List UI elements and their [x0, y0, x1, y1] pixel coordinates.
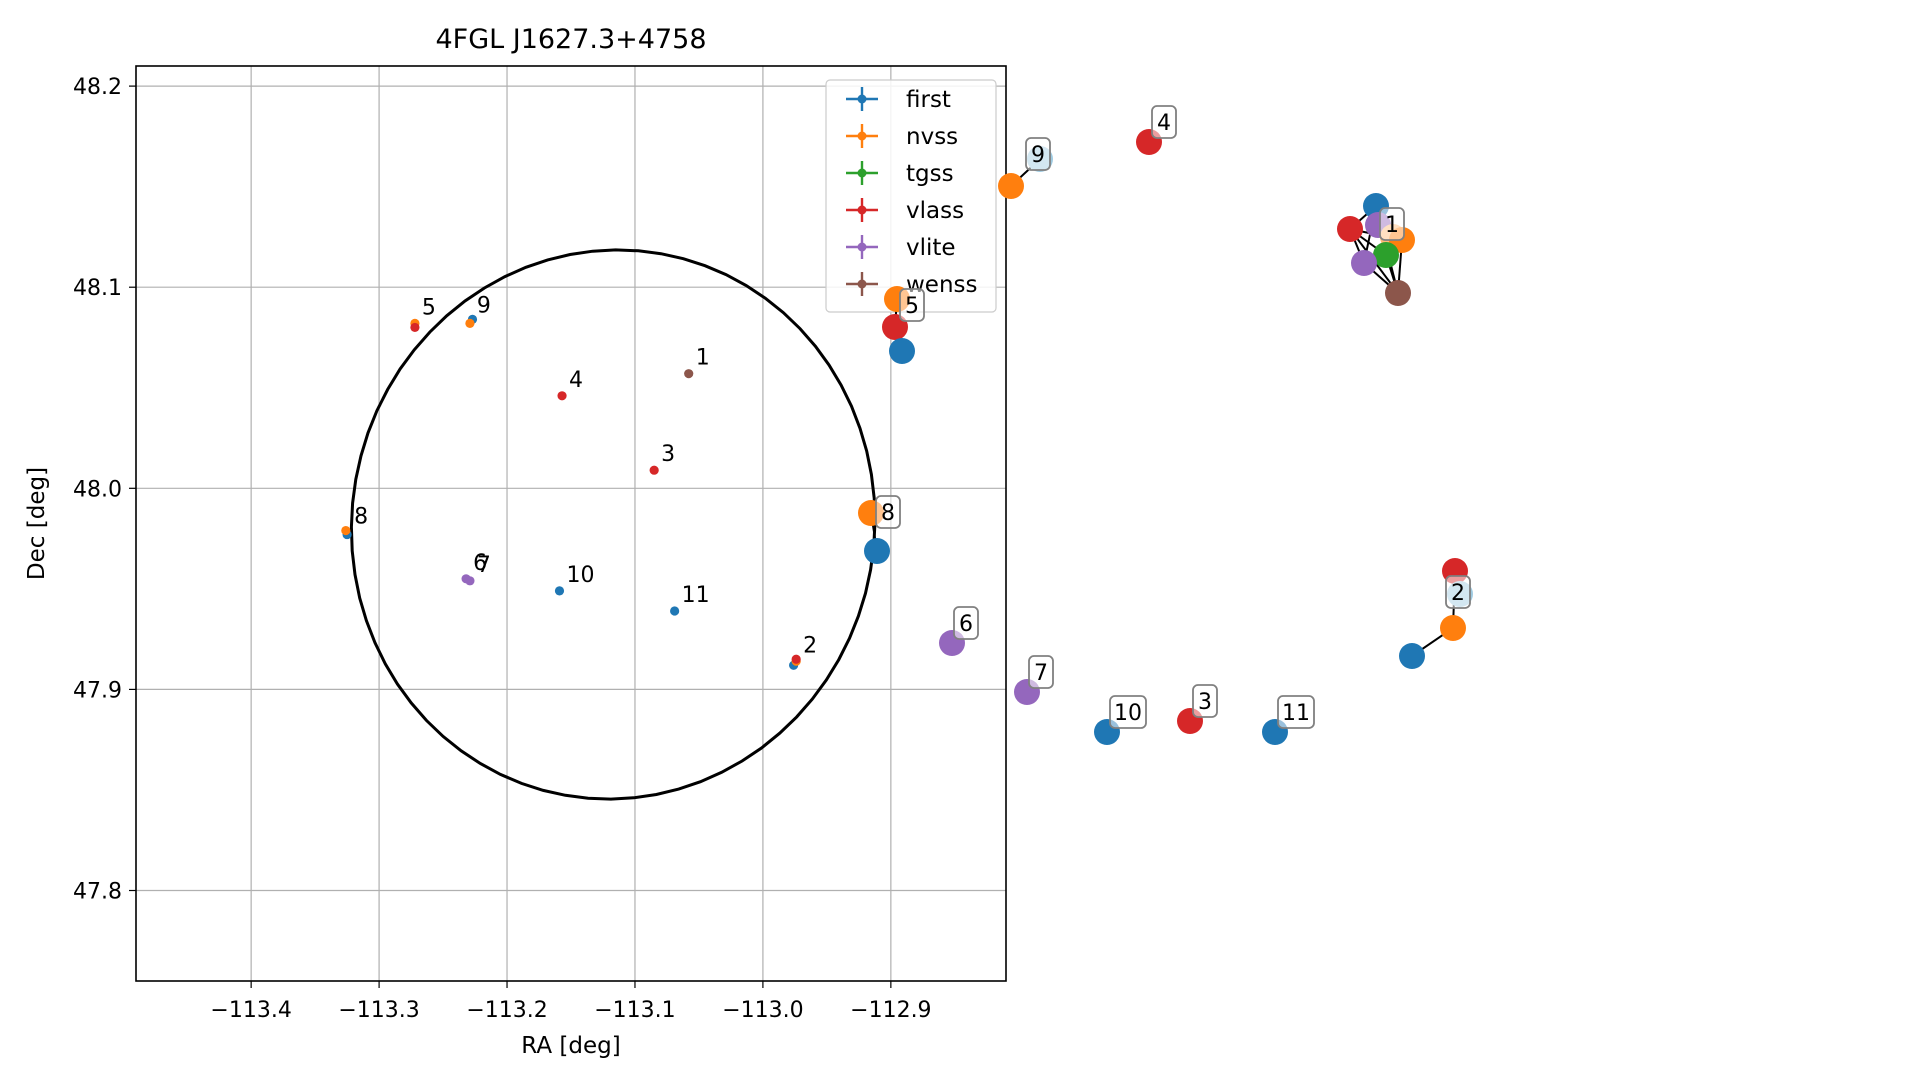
- graph-label-box: [1192, 684, 1218, 718]
- point-vlass: [557, 391, 567, 401]
- localization-ellipse: [349, 248, 877, 801]
- graph-node: [1337, 216, 1363, 242]
- graph-cluster-11: 11: [1262, 695, 1315, 745]
- point-first: [554, 586, 565, 596]
- graph-node-label: 6: [959, 612, 973, 637]
- point-annotation: 9: [477, 293, 491, 318]
- legend-label: tgss: [906, 161, 954, 187]
- graph-label-box: [953, 606, 979, 640]
- point-first: [670, 606, 680, 616]
- x-tick-label: −112.9: [850, 998, 931, 1023]
- graph-label-box: [875, 495, 901, 529]
- graph-cluster-5: 5: [882, 286, 925, 364]
- graph-node-label: 11: [1282, 701, 1310, 726]
- graph-label-box: [1028, 655, 1054, 689]
- point-nvss: [341, 525, 351, 536]
- point-annotation: 1: [696, 346, 710, 371]
- point-wenss: [684, 369, 694, 379]
- graph-cluster-7: 7: [1014, 655, 1054, 705]
- point-vlass: [649, 465, 659, 475]
- point-annotation: 6: [473, 551, 487, 576]
- point-nvss: [465, 318, 475, 329]
- y-axis-label: Dec [deg]: [24, 467, 50, 580]
- graph-node-label: 8: [881, 501, 895, 526]
- graph-cluster-10: 10: [1094, 695, 1147, 745]
- x-tick-label: −113.4: [210, 998, 291, 1023]
- graph-node: [1385, 280, 1411, 306]
- crossmatch-network: 1 2 3 4 5 6 7 8 9 10 11: [858, 105, 1473, 745]
- point-annotation: 4: [569, 368, 583, 393]
- graph-cluster-8: 8: [858, 495, 901, 564]
- graph-node: [1351, 250, 1377, 276]
- graph-cluster-2: 2: [1399, 558, 1473, 669]
- graph-node: [864, 538, 890, 564]
- legend-marker: [857, 242, 867, 252]
- point-vlass: [791, 654, 801, 664]
- graph-label-box: [1277, 695, 1315, 729]
- y-tick-label: 48.1: [73, 276, 122, 301]
- legend-label: vlite: [906, 235, 956, 261]
- legend-marker: [857, 168, 867, 178]
- graph-node: [1399, 643, 1425, 669]
- graph-node-label: 4: [1157, 111, 1171, 136]
- point-vlass: [410, 322, 420, 333]
- graph-label-box: [1151, 105, 1177, 139]
- point-vlite: [465, 576, 475, 586]
- legend-label: first: [906, 87, 951, 113]
- graph-node-label: 2: [1451, 581, 1465, 606]
- graph-cluster-9: 9: [998, 137, 1053, 199]
- graph-label-box: [899, 288, 925, 322]
- point-annotation: 7: [477, 553, 491, 578]
- axes-frame: [135, 65, 1007, 982]
- graph-node-label: 10: [1114, 701, 1142, 726]
- graph-node: [1440, 615, 1466, 641]
- graph-node: [889, 338, 915, 364]
- graph-cluster-6: 6: [939, 606, 979, 656]
- x-tick-label: −113.2: [466, 998, 547, 1023]
- graph-node-label: 5: [905, 294, 919, 319]
- x-tick-label: −113.0: [722, 998, 803, 1023]
- y-tick-label: 47.8: [73, 880, 122, 905]
- error-ellipse: [349, 248, 877, 801]
- graph-cluster-3: 3: [1177, 684, 1218, 734]
- graph-node: [998, 173, 1024, 199]
- graph-node: [1373, 242, 1399, 268]
- x-tick-label: −113.1: [594, 998, 675, 1023]
- graph-label-box: [1025, 137, 1051, 171]
- point-annotation: 3: [661, 442, 675, 467]
- graph-label-box: [1445, 575, 1471, 609]
- graph-cluster-1: 1: [1337, 193, 1415, 306]
- legend-label: vlass: [906, 198, 964, 224]
- graph-node-label: 7: [1034, 661, 1048, 686]
- y-tick-label: 47.9: [73, 678, 122, 703]
- point-annotation: 2: [803, 633, 817, 658]
- legend-marker: [857, 279, 867, 289]
- point-annotation: 11: [682, 583, 710, 608]
- y-tick-label: 48.0: [73, 477, 122, 502]
- legend-marker: [857, 131, 867, 141]
- x-axis-label: RA [deg]: [521, 1033, 620, 1059]
- point-annotation: 8: [354, 505, 368, 530]
- chart-title: 4FGL J1627.3+4758: [435, 24, 706, 55]
- graph-label-box: [1109, 695, 1147, 729]
- point-annotation: 5: [422, 295, 436, 320]
- data-points: [341, 314, 801, 670]
- point-annotations: 1 2 3 4 5 67 8 9 10 11: [354, 293, 817, 658]
- legend-marker: [857, 205, 867, 215]
- graph-label-box: [1379, 207, 1405, 241]
- graph-cluster-4: 4: [1136, 105, 1177, 155]
- graph-node-label: 9: [1031, 143, 1045, 168]
- axis-ticks: −113.4 −113.3 −113.2 −113.1 −113.0 −112.9 47.8…: [73, 75, 932, 1023]
- graph-node-label: 3: [1198, 690, 1212, 715]
- legend-marker: [857, 94, 867, 104]
- graph-node-label: 1: [1385, 213, 1399, 238]
- y-tick-label: 48.2: [73, 75, 122, 100]
- point-annotation: 10: [566, 563, 594, 588]
- legend-label: nvss: [906, 124, 958, 150]
- x-tick-label: −113.3: [338, 998, 419, 1023]
